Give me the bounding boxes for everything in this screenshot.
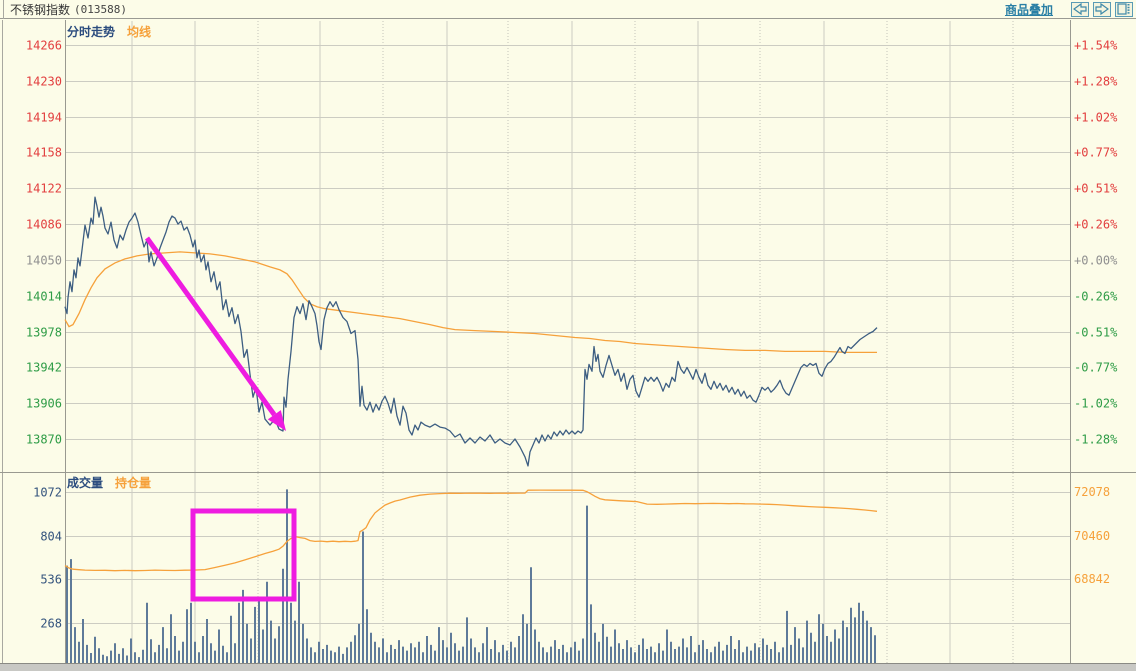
axis-label: +1.28% [1074, 75, 1118, 89]
arrow-left-icon [1073, 3, 1087, 15]
back-arrow-button[interactable] [1071, 1, 1089, 17]
axis-label: 1072 [33, 486, 62, 500]
axis-label: -0.26% [1074, 290, 1118, 304]
axis-label: +0.26% [1074, 218, 1118, 232]
axis-label: 268 [40, 617, 62, 631]
axis-label: 536 [40, 573, 62, 587]
axis-label: 13978 [26, 326, 62, 340]
axis-label: 14086 [26, 218, 62, 232]
titlebar-right: 商品叠加 [1005, 1, 1136, 18]
split-panel-button[interactable] [1115, 1, 1133, 17]
arrow-right-icon [1095, 3, 1109, 15]
axis-label: 72078 [1074, 485, 1110, 499]
axis-label: +1.02% [1074, 111, 1118, 125]
window-left-border [0, 0, 4, 19]
annotation-arrow-shaft [144, 236, 277, 417]
axis-label: 70460 [1074, 529, 1110, 543]
open-interest-line [64, 489, 878, 572]
volume-bars [66, 489, 876, 663]
axis-label: 68842 [1074, 572, 1110, 586]
axis-label: 14158 [26, 146, 62, 160]
forward-arrow-button[interactable] [1093, 1, 1111, 17]
annotation-arrow-head [267, 410, 286, 431]
axis-label: +0.00% [1074, 254, 1118, 268]
axis-label: 13942 [26, 361, 62, 375]
axis-label: -1.28% [1074, 433, 1118, 447]
volume-pane-legend: 成交量 持仓量 [67, 474, 163, 491]
axis-label: -0.51% [1074, 326, 1118, 340]
axis-label: 14122 [26, 182, 62, 196]
instrument-code: (013588) [74, 2, 127, 16]
axis-label: +1.54% [1074, 39, 1118, 53]
axis-label: 14050 [26, 254, 62, 268]
commodity-overlay-link[interactable]: 商品叠加 [1004, 2, 1053, 17]
axis-label: +0.77% [1074, 146, 1118, 160]
price-line [64, 196, 878, 467]
main-pane-legend: 分时走势 均线 [67, 23, 163, 40]
axis-label: 804 [40, 530, 62, 544]
axis-label: 14266 [26, 39, 62, 53]
legend-average-line: 均线 [127, 25, 152, 39]
axis-label: -1.02% [1074, 397, 1118, 411]
axis-label: -0.77% [1074, 361, 1118, 375]
axis-label: 14230 [26, 75, 62, 89]
titlebar: 不锈钢指数 (013588) 商品叠加 [0, 0, 1136, 19]
bottom-strip [0, 663, 1136, 671]
annotation-rect [190, 508, 297, 602]
legend-price-line: 分时走势 [67, 25, 116, 39]
axis-label: 13906 [26, 397, 62, 411]
average-line [64, 251, 877, 354]
axis-label: +0.51% [1074, 182, 1118, 196]
legend-volume: 成交量 [67, 476, 104, 490]
axis-label: 13870 [26, 433, 62, 447]
axis-label: 14014 [26, 290, 62, 304]
axis-label: 14194 [26, 111, 62, 125]
split-panel-icon [1117, 3, 1130, 15]
legend-open-interest: 持仓量 [115, 476, 152, 490]
instrument-name: 不锈钢指数 [10, 2, 71, 17]
